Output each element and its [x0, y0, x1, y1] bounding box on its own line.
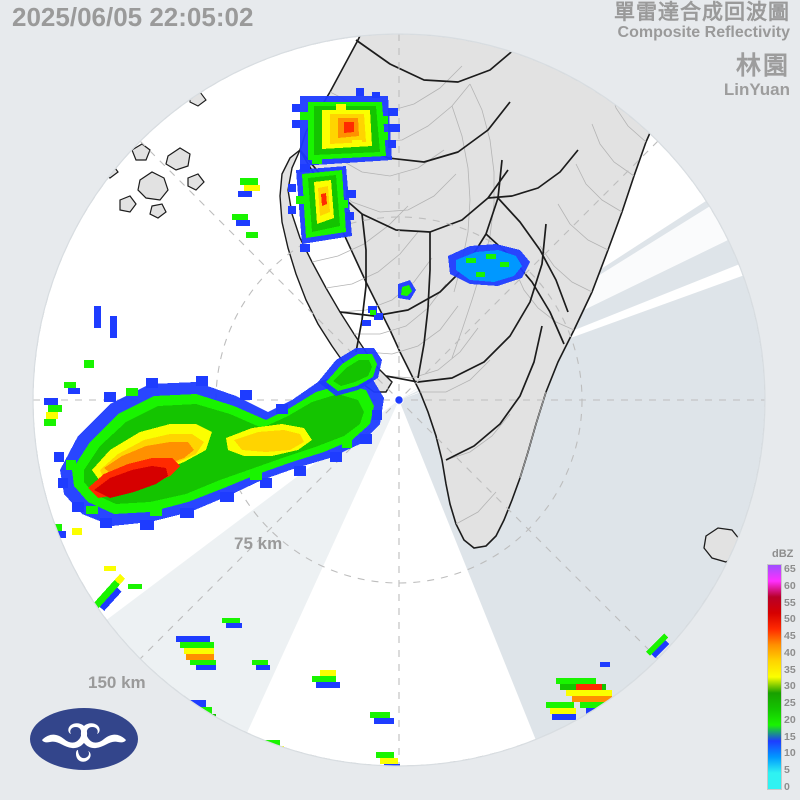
colorbar-segment-55 — [768, 597, 781, 613]
product-title-en: Composite Reflectivity — [617, 24, 790, 42]
colorbar-tick-15: 15 — [784, 730, 796, 743]
colorbar-tick-35: 35 — [784, 663, 796, 676]
colorbar-tick-5: 5 — [784, 764, 790, 777]
colorbar-tick-60: 60 — [784, 579, 796, 592]
colorbar-tick-labels: 65 60 55 50 45 40 35 30 25 20 15 10 5 0 — [784, 563, 800, 793]
range-ring-label-150km: 150 km — [88, 673, 146, 692]
echo-band-main — [44, 306, 384, 538]
colorbar-tick-50: 50 — [784, 613, 796, 626]
colorbar-segment-25 — [768, 693, 781, 709]
colorbar-tick-40: 40 — [784, 646, 796, 659]
echo-cluster-inland — [362, 244, 530, 326]
colorbar-tick-25: 25 — [784, 697, 796, 710]
colorbar-segment-20 — [768, 709, 781, 725]
radar-site-marker — [394, 395, 404, 405]
colorbar-segment-35 — [768, 661, 781, 677]
echo-cluster-coastal — [232, 166, 356, 252]
colorbar-tick-0: 0 — [784, 781, 790, 793]
echo-cluster-north — [292, 88, 400, 172]
colorbar-tick-55: 55 — [784, 596, 796, 609]
colorbar-tick-65: 65 — [784, 563, 796, 575]
colorbar-segment-30 — [768, 677, 781, 693]
colorbar-title: dBZ — [772, 548, 794, 560]
colorbar-segment-40 — [768, 645, 781, 661]
colorbar-segment-50 — [768, 613, 781, 629]
colorbar-segment-5 — [768, 757, 781, 773]
station-name: 林園 LinYuan — [724, 52, 790, 99]
station-name-en: LinYuan — [723, 79, 790, 99]
colorbar-segment-60 — [768, 581, 781, 597]
radar-echoes — [44, 88, 670, 766]
product-title: 單雷達合成回波圖 Composite Reflectivity — [614, 1, 790, 42]
colorbar-segment-0 — [768, 773, 781, 789]
colorbar-tick-30: 30 — [784, 680, 796, 693]
timestamp-label: 2025/06/05 22:05:02 — [12, 2, 254, 32]
range-ring-label-75km: 75 km — [234, 534, 283, 553]
station-name-zh: 林園 — [735, 52, 790, 80]
dbz-colorbar: dBZ 65 60 55 50 45 40 35 30 25 20 15 10 5 0 — [764, 548, 798, 796]
colorbar-segment-45 — [768, 629, 781, 645]
colorbar-segment-65 — [768, 565, 781, 581]
coverage-boundary — [32, 33, 766, 767]
cwa-logo — [30, 708, 138, 770]
colorbar-segment-15 — [768, 725, 781, 741]
colorbar-segment-10 — [768, 741, 781, 757]
colorbar-tick-20: 20 — [784, 713, 796, 726]
colorbar-tick-10: 10 — [784, 747, 796, 760]
product-title-zh: 單雷達合成回波圖 — [614, 1, 790, 24]
colorbar-strip — [767, 564, 782, 790]
colorbar-tick-45: 45 — [784, 630, 796, 643]
